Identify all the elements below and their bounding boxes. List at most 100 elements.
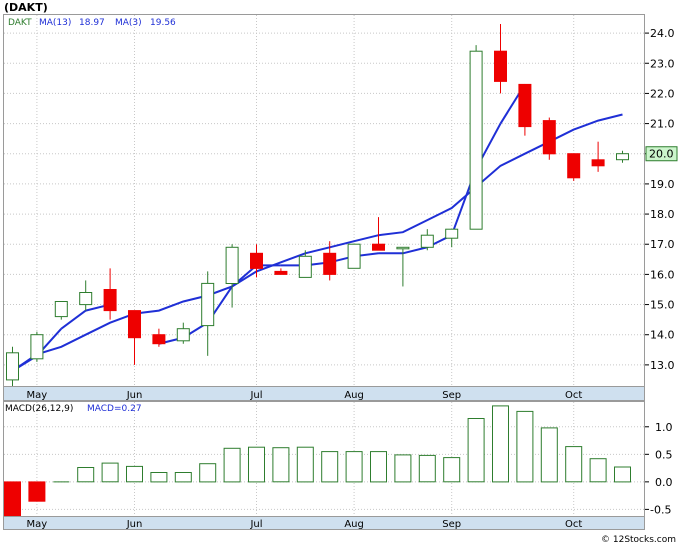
candle [518, 83, 532, 136]
candle [274, 268, 288, 275]
price-y-tick-label: 22.0 [650, 87, 675, 100]
candle [6, 346, 19, 386]
macd-legend-value: MACD=0.27 [87, 404, 142, 414]
macd-y-tick-label: 0.5 [655, 448, 673, 461]
macd-bar [77, 467, 95, 483]
candle [152, 328, 166, 347]
candle [591, 141, 605, 172]
price-panel-frame [3, 14, 645, 387]
macd-bar [443, 457, 461, 483]
price-y-tick-label: 24.0 [650, 27, 675, 40]
macd-bar [370, 451, 387, 483]
month-label: May [27, 519, 48, 530]
candle [298, 250, 312, 278]
macd-y-tick-label: 1.0 [655, 421, 673, 434]
candle-body [396, 246, 410, 250]
candle-body [30, 334, 44, 360]
candle-body [567, 153, 581, 179]
ma3-line [11, 113, 623, 372]
price-y-tick-label: 16.0 [650, 268, 675, 281]
candle [372, 217, 385, 251]
candle [54, 301, 68, 320]
macd-bar [589, 458, 607, 483]
month-strip-bottom [3, 516, 645, 530]
macd-bar [174, 472, 192, 483]
candle [347, 243, 361, 269]
macd-bar [126, 465, 143, 483]
month-labels-top: May Jun Jul Aug Sep Oct [27, 390, 583, 401]
candle-body [54, 301, 68, 318]
legend-ticker: DAKT [8, 18, 32, 28]
month-label: Aug [344, 390, 364, 401]
macd-bar [296, 446, 314, 483]
candle-body [201, 282, 215, 327]
macd-bar [418, 454, 436, 483]
month-strip [3, 386, 645, 401]
macd-y-tick-label: -0.5 [650, 503, 671, 516]
candle-body [469, 50, 483, 230]
month-label: Jul [249, 519, 262, 530]
candle [201, 271, 215, 356]
month-label: Jun [126, 519, 143, 530]
candle [542, 117, 556, 160]
month-labels-bottom: May Jun Jul Aug Sep Oct [27, 519, 583, 530]
macd-bars [4, 405, 631, 517]
candle [445, 228, 459, 248]
macd-bar [199, 463, 217, 483]
macd-bar [492, 405, 509, 483]
macd-y-axis: -0.5 0.0 0.5 1.0 [645, 421, 673, 516]
ma13-line-segment [60, 309, 87, 330]
candle-body [542, 120, 556, 155]
price-y-tick-label: 15.0 [650, 299, 675, 312]
chart-title: (DAKT) [4, 1, 48, 14]
candle-body [274, 270, 288, 275]
candle-body [494, 50, 507, 82]
month-label: Jul [249, 390, 262, 401]
candle [396, 246, 410, 287]
macd-bar [28, 481, 46, 502]
candle [494, 24, 507, 94]
candle-body [298, 255, 312, 278]
candle [176, 322, 190, 344]
candle [79, 280, 93, 311]
legend-ma3-value: 19.56 [150, 18, 176, 28]
macd-bar [150, 472, 168, 483]
macd-bar [516, 410, 534, 483]
price-y-tick-label: 23.0 [650, 57, 675, 70]
price-y-axis: 13.0 14.0 15.0 16.0 17.0 18.0 19.0 20.0 21.0 22.0… [645, 27, 675, 372]
candle-body [250, 252, 263, 269]
month-label: Aug [344, 519, 364, 530]
candle [616, 150, 629, 163]
candle-body [103, 289, 117, 312]
candle-body [152, 334, 166, 345]
macd-bar [394, 454, 412, 483]
legend-ma3-label: MA(3) [115, 18, 142, 28]
candle [30, 331, 44, 362]
month-label: Oct [565, 390, 582, 401]
macd-bar [614, 466, 631, 483]
candle-body [420, 234, 434, 248]
price-y-tick-label: 19.0 [650, 178, 675, 191]
ma13-line-segment [402, 246, 428, 255]
macd-bar [345, 451, 363, 483]
macd-bar [223, 447, 241, 483]
candle-body [518, 83, 532, 128]
candle-body [225, 246, 239, 285]
month-label: Jun [126, 390, 143, 401]
legend-ma13-label: MA(13) [39, 18, 71, 28]
macd-bar [565, 446, 583, 483]
month-label: Oct [565, 519, 582, 530]
month-label: Sep [442, 390, 461, 401]
price-y-tick-label: 13.0 [650, 359, 675, 372]
month-label: Sep [442, 519, 461, 530]
last-price-badge: 20.0 [645, 146, 678, 162]
legend-ma13-value: 18.97 [79, 18, 105, 28]
candle [567, 153, 581, 181]
macd-legend-label: MACD(26,12,9) [5, 404, 73, 414]
candle-body [591, 159, 605, 167]
macd-bar [101, 462, 119, 483]
badge-box [645, 146, 678, 162]
candle-body [176, 328, 190, 342]
